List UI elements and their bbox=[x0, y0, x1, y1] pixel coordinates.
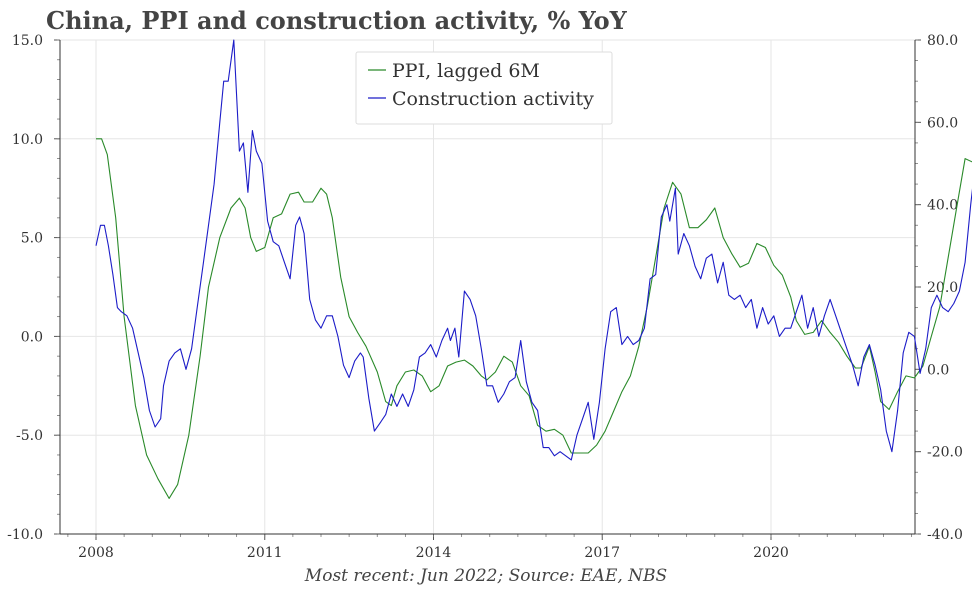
x-tick-label: 2008 bbox=[78, 545, 114, 560]
y-left-tick-label: 5.0 bbox=[21, 231, 43, 247]
x-tick-label: 2014 bbox=[416, 545, 452, 560]
x-tick-label: 2011 bbox=[247, 545, 283, 560]
y-right-tick-label: 60.0 bbox=[927, 115, 958, 131]
y-right-tick-label: -40.0 bbox=[927, 527, 963, 543]
source-note: Most recent: Jun 2022; Source: EAE, NBS bbox=[0, 566, 972, 586]
y-left-tick-label: 15.0 bbox=[12, 33, 43, 49]
legend-label: PPI, lagged 6M bbox=[392, 60, 540, 82]
y-left-tick-label: 0.0 bbox=[21, 329, 43, 345]
y-right-tick-label: 80.0 bbox=[927, 33, 958, 49]
y-left-tick-label: -5.0 bbox=[16, 428, 43, 444]
y-left-tick-label: 10.0 bbox=[12, 132, 43, 148]
legend-label: Construction activity bbox=[392, 88, 594, 110]
x-tick-label: 2020 bbox=[753, 545, 789, 560]
y-right-tick-label: 40.0 bbox=[927, 198, 958, 214]
x-tick-label: 2017 bbox=[584, 545, 620, 560]
series-line-ppi bbox=[96, 70, 972, 499]
line-chart: 2008 2011 2014 2017 2020 -10.0 -5.0 0.0 5.0 10.0 1… bbox=[0, 0, 972, 560]
y-right-tick-label: -20.0 bbox=[927, 445, 963, 461]
y-right-tick-label: 0.0 bbox=[927, 362, 949, 378]
y-left-tick-label: -10.0 bbox=[7, 527, 43, 543]
legend: PPI, lagged 6M Construction activity bbox=[356, 52, 612, 124]
